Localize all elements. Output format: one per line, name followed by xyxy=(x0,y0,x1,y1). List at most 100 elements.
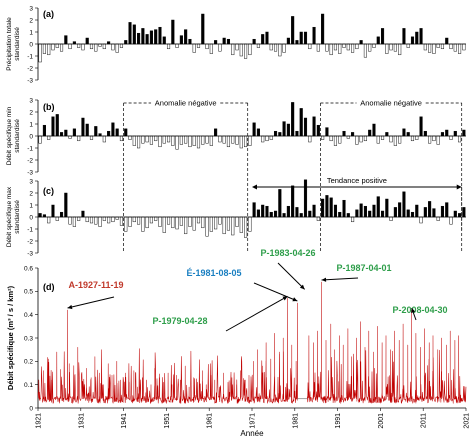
bar xyxy=(235,216,239,227)
bar xyxy=(462,43,466,51)
bar xyxy=(261,204,265,218)
bar xyxy=(192,216,196,231)
y-tick-label: -2 xyxy=(27,157,33,164)
bar xyxy=(423,130,427,137)
bar xyxy=(453,210,457,218)
y-tick-label: 1 xyxy=(29,202,33,209)
bar xyxy=(338,135,342,144)
bar xyxy=(376,196,380,218)
bar xyxy=(303,31,308,45)
bar xyxy=(128,22,132,45)
x-tick-label: 2001 xyxy=(378,413,385,429)
bar xyxy=(175,216,179,230)
bar xyxy=(445,202,449,218)
bar xyxy=(149,216,153,224)
bar xyxy=(278,189,282,218)
bar xyxy=(252,202,256,218)
event-label: P-1983-04-26 xyxy=(260,248,315,258)
bar xyxy=(329,43,333,56)
bar xyxy=(239,216,243,233)
bar xyxy=(333,204,338,218)
bar xyxy=(222,37,226,45)
bar xyxy=(291,185,295,218)
bar xyxy=(449,43,453,50)
bar xyxy=(376,135,380,144)
bar xyxy=(359,135,363,143)
bar xyxy=(261,34,265,45)
bar xyxy=(205,43,209,50)
bar xyxy=(145,34,149,45)
x-tick-label: 2011 xyxy=(421,413,428,428)
bar xyxy=(248,135,252,146)
bar xyxy=(124,128,128,137)
bar xyxy=(226,135,231,148)
bar xyxy=(89,135,94,140)
event-arrowhead xyxy=(411,308,416,313)
discharge-series xyxy=(37,281,467,404)
y-tick-label: 2 xyxy=(29,109,33,116)
bar xyxy=(269,135,273,140)
bar xyxy=(85,37,89,45)
bar xyxy=(316,124,320,137)
bar xyxy=(295,40,299,45)
bar xyxy=(38,43,42,63)
bar xyxy=(449,216,453,225)
bar xyxy=(368,129,372,137)
bar xyxy=(325,127,329,137)
bar xyxy=(278,43,282,57)
bar xyxy=(282,121,286,137)
bar xyxy=(244,216,248,238)
bar xyxy=(38,135,42,144)
bar xyxy=(398,135,402,144)
bar xyxy=(415,135,419,140)
y-tick-label: -3 xyxy=(27,250,33,257)
bar xyxy=(141,216,145,232)
bar xyxy=(184,135,188,144)
bar xyxy=(77,216,81,221)
event-arrow xyxy=(253,282,298,302)
bar xyxy=(201,216,205,229)
bar xyxy=(188,216,192,227)
bar xyxy=(265,31,269,45)
bar xyxy=(269,211,273,218)
x-tick-label: 1961 xyxy=(207,413,214,429)
y-tick-label: -3 xyxy=(27,77,33,84)
bar xyxy=(321,198,325,218)
bar xyxy=(256,43,260,48)
bar xyxy=(81,210,85,218)
bar xyxy=(359,40,363,45)
event-label: P-2008-04-30 xyxy=(392,305,447,315)
bar xyxy=(458,135,462,143)
bar xyxy=(410,36,415,45)
bar xyxy=(218,216,222,225)
bar xyxy=(278,132,282,137)
bar xyxy=(214,128,218,137)
bar xyxy=(321,135,325,140)
bar xyxy=(402,191,406,218)
bar xyxy=(252,38,256,45)
bar xyxy=(158,26,162,45)
bar xyxy=(286,123,290,137)
y-tick-label: 0.2 xyxy=(24,359,33,366)
y-axis-title: Débit spécifique maxstandardisé xyxy=(6,186,21,247)
bar xyxy=(196,216,201,224)
bar xyxy=(338,211,342,218)
bar xyxy=(59,211,64,218)
y-tick-label: 0.4 xyxy=(24,312,33,319)
bar xyxy=(137,135,141,149)
y-tick-label: 0 xyxy=(29,41,33,48)
bar xyxy=(248,43,252,56)
bar xyxy=(453,43,457,52)
event-arrow xyxy=(321,277,359,281)
bar xyxy=(291,102,295,137)
bar xyxy=(432,208,436,218)
bar xyxy=(265,135,269,142)
event-arrowhead xyxy=(292,297,298,302)
bar xyxy=(316,216,320,221)
bar xyxy=(244,135,248,148)
event-label: É-1981-08-05 xyxy=(186,268,241,278)
bar xyxy=(226,216,231,231)
bar xyxy=(239,43,243,57)
bar xyxy=(295,130,299,137)
